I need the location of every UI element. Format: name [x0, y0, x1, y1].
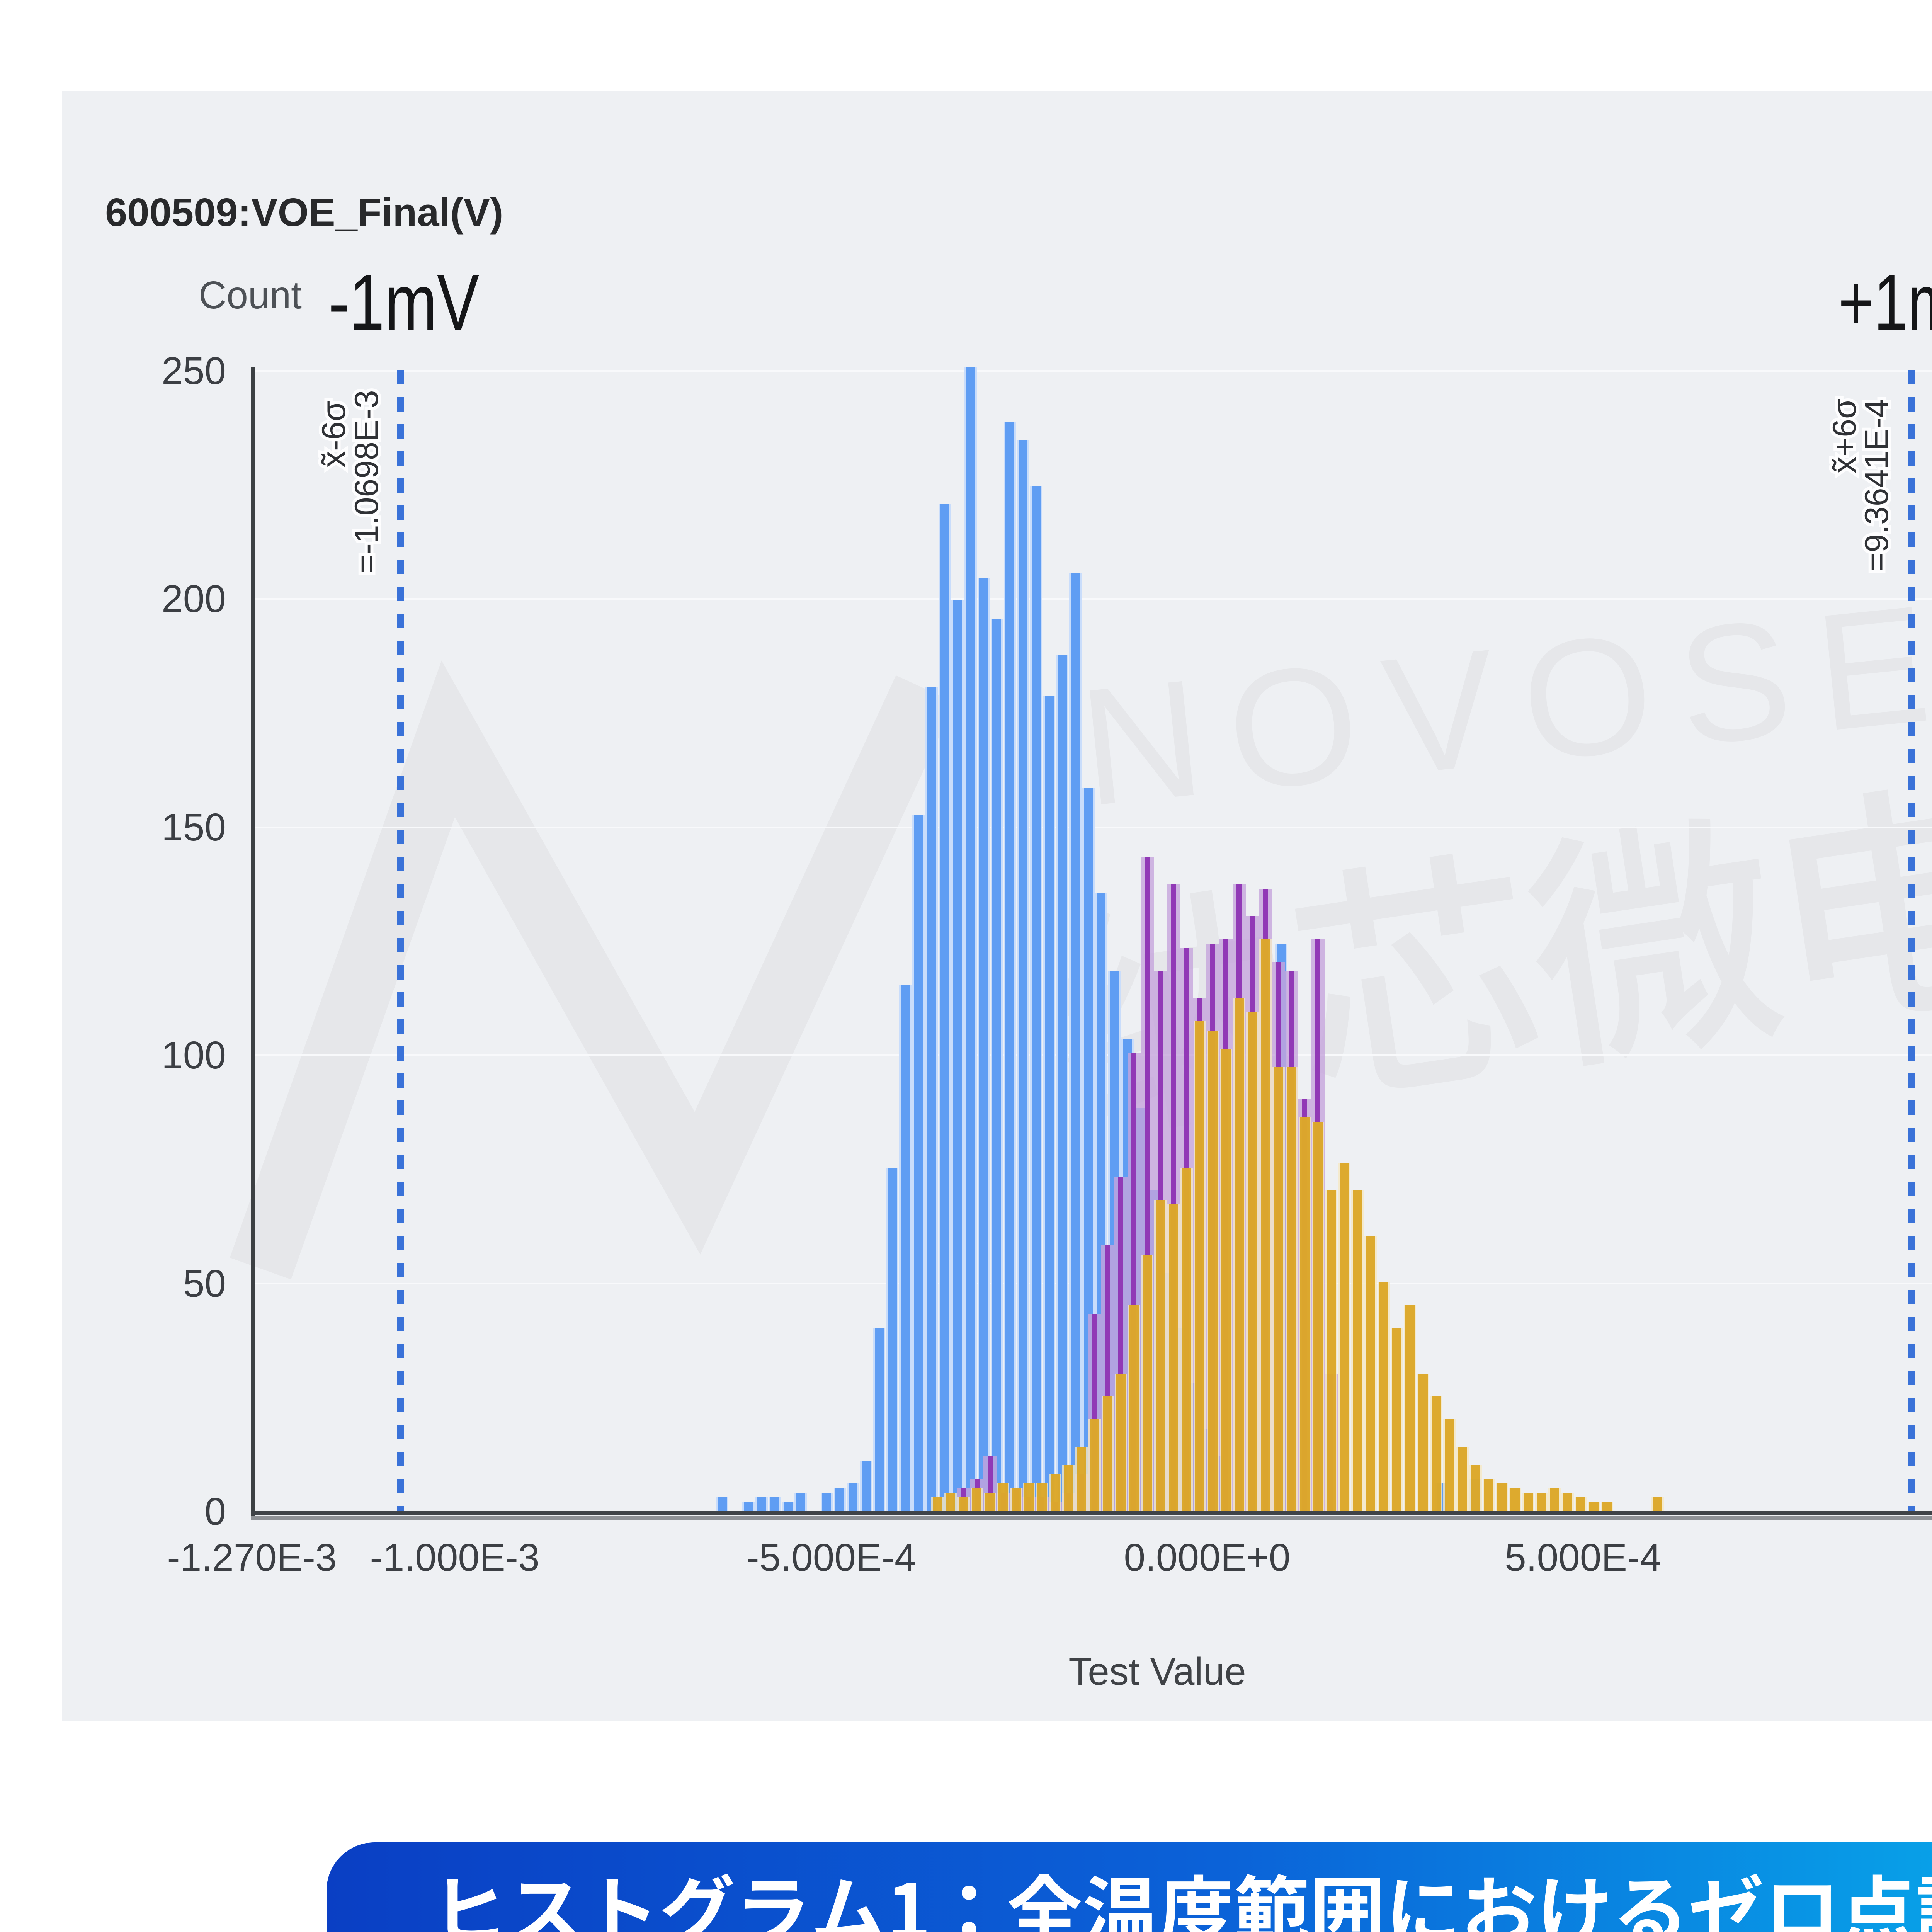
svg-text:=9.3641E-4: =9.3641E-4 [1858, 399, 1895, 572]
svg-text:-5.000E-4: -5.000E-4 [746, 1536, 916, 1579]
svg-text:-1mV: -1mV [328, 258, 479, 347]
svg-text:-1.270E-3: -1.270E-3 [167, 1536, 337, 1579]
svg-text:Count: Count [199, 274, 302, 317]
svg-text:50: 50 [183, 1262, 226, 1305]
svg-text:150: 150 [162, 806, 226, 849]
svg-text:250: 250 [162, 349, 226, 393]
svg-text:600509:VOE_Final(V): 600509:VOE_Final(V) [105, 190, 503, 235]
svg-text:5.000E-4: 5.000E-4 [1505, 1536, 1662, 1579]
svg-text:0: 0 [204, 1490, 226, 1533]
svg-text:100: 100 [162, 1034, 226, 1077]
svg-text:200: 200 [162, 577, 226, 621]
svg-text:+1mV: +1mV [1838, 258, 1932, 347]
svg-text:x̃+6σ: x̃+6σ [1826, 398, 1863, 473]
svg-text:0.000E+0: 0.000E+0 [1124, 1536, 1291, 1579]
svg-text:x̃-6σ: x̃-6σ [315, 401, 352, 468]
svg-text:Test Value: Test Value [1068, 1650, 1246, 1693]
svg-text:=-1.0698E-3: =-1.0698E-3 [348, 390, 385, 574]
svg-text:-1.000E-3: -1.000E-3 [370, 1536, 539, 1579]
